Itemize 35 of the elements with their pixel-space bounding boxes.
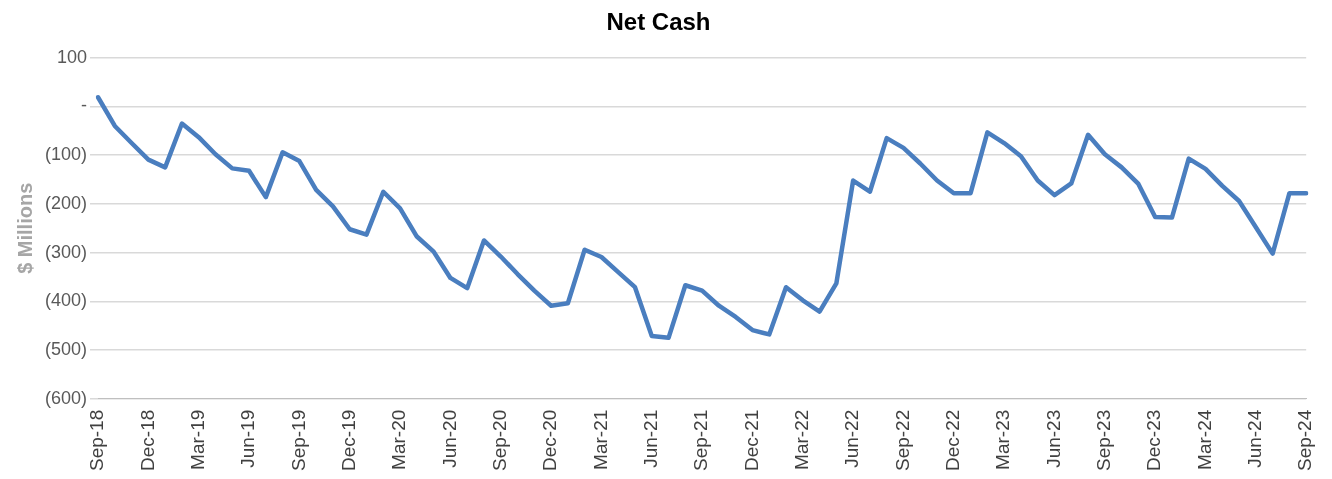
x-tick-label: Sep-22 [891,409,913,472]
x-tick-label: Dec-21 [740,409,762,471]
y-tick-label: (500) [44,339,88,359]
x-tick-label: Mar-22 [791,409,813,470]
y-tick-label: (200) [44,192,88,213]
y-tick-label: (400) [44,290,88,311]
x-tick-label: Jun-24 [1244,409,1266,468]
x-tick-label: Sep-19 [287,409,309,472]
x-tick-label: Jun-21 [640,409,661,468]
x-tick-label: Sep-24 [1294,409,1316,472]
y-axis-title: $ Millions [13,182,36,274]
x-tick-label: Mar-20 [388,409,410,470]
x-tick-label: Jun-20 [438,409,460,468]
x-tick-label: Jun-19 [237,409,259,468]
y-tick-label: (100) [44,144,88,165]
y-tick-label: (600) [44,387,88,408]
chart-title: Net Cash [606,8,711,36]
x-tick-label: Sep-21 [690,409,712,472]
x-tick-label: Mar-21 [589,409,611,470]
x-tick-label: Dec-18 [136,409,158,471]
x-tick-label: Dec-20 [539,409,561,471]
y-tick-label: (300) [44,241,88,262]
x-tick-label: Jun-23 [1042,409,1064,468]
x-tick-label: Dec-23 [1143,409,1165,471]
x-tick-label: Mar-19 [186,409,208,470]
x-tick-label: Sep-23 [1093,409,1115,472]
y-tick-label: 100 [56,46,88,67]
x-tick-label: Sep-20 [488,409,510,472]
y-tick-label: - [81,95,88,116]
x-tick-label: Mar-23 [992,409,1014,470]
x-tick-label: Mar-24 [1193,409,1215,470]
x-tick-label: Jun-22 [841,409,863,468]
x-tick-label: Dec-19 [337,409,359,471]
x-tick-label: Dec-22 [942,409,964,471]
x-tick-label: Sep-18 [86,409,108,472]
